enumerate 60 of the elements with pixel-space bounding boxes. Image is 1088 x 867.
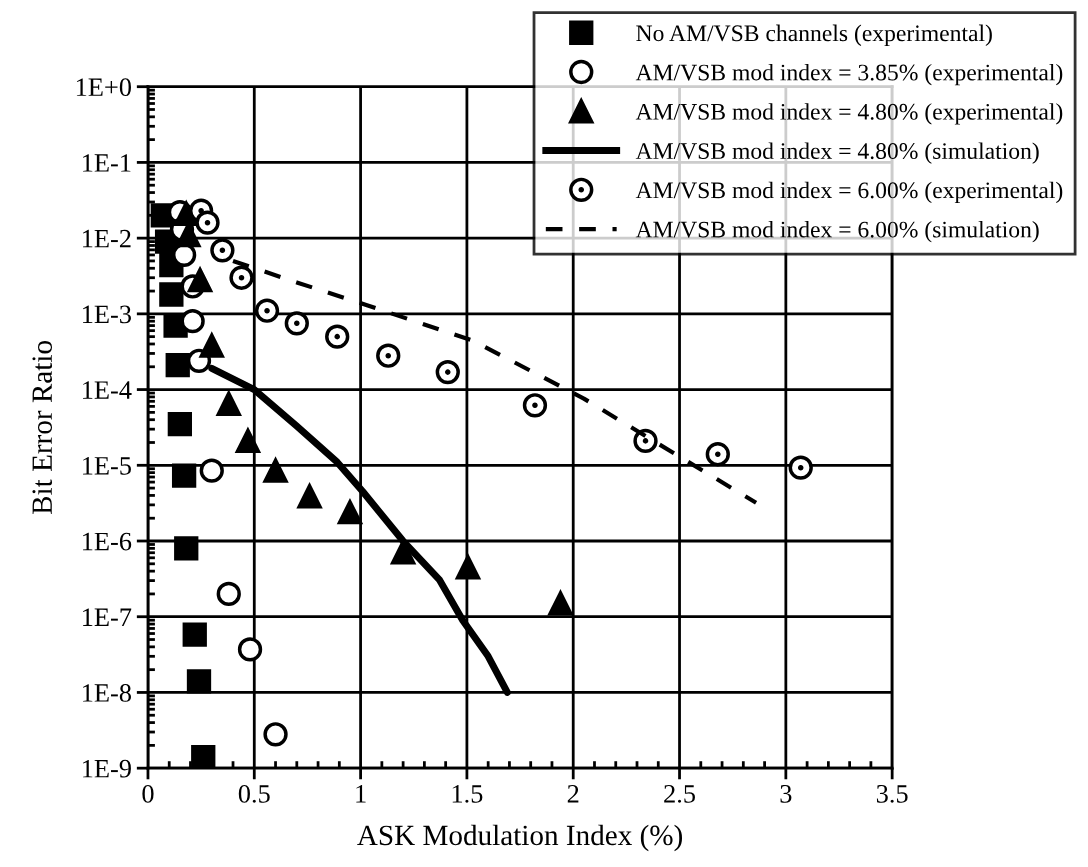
legend-label: AM/VSB mod index = 6.00% (experimental)	[635, 181, 1063, 204]
y-tick-label: 1E+0	[76, 78, 131, 97]
point	[199, 458, 224, 483]
point	[171, 463, 197, 488]
point	[297, 484, 322, 509]
point	[182, 622, 207, 647]
point	[237, 637, 263, 662]
x-axis-title: ASK Modulation Index (%)	[357, 824, 683, 852]
point	[234, 426, 261, 454]
point	[167, 411, 193, 437]
point	[174, 536, 199, 561]
point	[191, 744, 216, 769]
point	[180, 309, 205, 334]
legend-label: No AM/VSB channels (experimental)	[636, 24, 992, 47]
point	[633, 428, 658, 454]
y-tick-label: 1E-7	[83, 608, 132, 626]
y-tick-label: 1E-3	[83, 305, 131, 324]
point	[187, 265, 214, 293]
point	[376, 343, 401, 368]
x-tick-label: 1.5	[452, 785, 483, 803]
x-tick-label: 2	[567, 784, 579, 803]
point	[263, 458, 288, 483]
point	[159, 282, 184, 307]
point	[435, 359, 460, 385]
point	[186, 669, 212, 694]
point	[216, 581, 241, 607]
point	[254, 298, 280, 323]
point	[455, 555, 481, 580]
y-tick-label: 1E-8	[83, 684, 131, 702]
point	[210, 238, 235, 263]
point	[229, 265, 254, 290]
point	[522, 393, 548, 418]
y-tick-label: 1E-2	[83, 229, 131, 248]
point	[284, 311, 309, 336]
point	[216, 391, 241, 416]
point	[788, 455, 813, 480]
x-tick-label: 0.5	[238, 784, 270, 803]
x-tick-label: 1	[356, 785, 366, 803]
point	[195, 210, 220, 235]
y-tick-label: 1E-4	[83, 381, 132, 399]
x-tick-label: 3.5	[876, 784, 908, 803]
legend-label: AM/VSB mod index = 4.80% (simulation)	[635, 142, 1039, 164]
y-tick-label: 1E-9	[83, 759, 131, 778]
point	[165, 353, 190, 378]
x-tick-label: 2.5	[664, 784, 695, 803]
point	[548, 591, 573, 616]
y-tick-label: 1E-6	[83, 532, 132, 551]
x-tick-label: 3	[780, 784, 792, 803]
y-tick-label: 1E-5	[83, 457, 131, 475]
x-tick-label: 0	[142, 784, 154, 803]
point	[337, 500, 363, 525]
legend-label: AM/VSB mod index = 3.85% (experimental)	[635, 63, 1063, 86]
y-axis-title: Bit Error Ratio	[32, 341, 53, 515]
point	[705, 442, 730, 467]
legend-label: AM/VSB mod index = 6.00% (simulation)	[635, 220, 1039, 243]
point	[325, 324, 350, 349]
legend-label: AM/VSB mod index = 4.80% (experimental)	[635, 103, 1063, 125]
point	[198, 331, 225, 358]
point	[263, 722, 288, 747]
y-tick-label: 1E-1	[83, 154, 131, 172]
